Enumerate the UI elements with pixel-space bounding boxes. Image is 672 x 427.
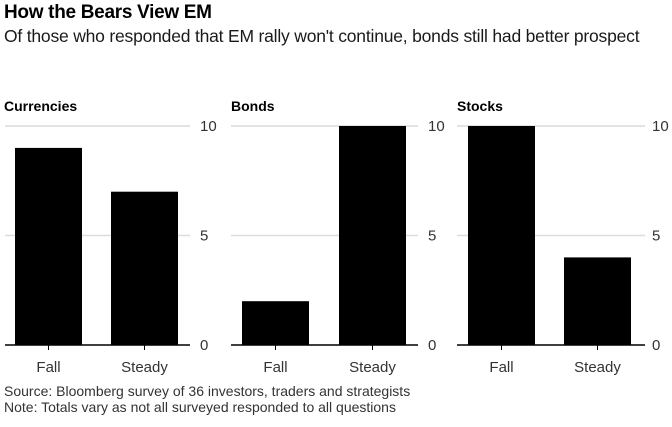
bar-bonds-fall [242,301,309,345]
chart-title: How the Bears View EM [4,2,212,23]
x-tick-label-currencies-steady: Steady [121,359,168,376]
footnote: Note: Totals vary as not all surveyed re… [4,399,396,415]
x-tick-label-currencies-fall: Fall [36,359,60,376]
bar-bonds-steady [339,126,406,345]
y-tick-label-currencies-0: 0 [200,337,208,354]
x-tick-label-bonds-fall: Fall [263,359,287,376]
bar-currencies-steady [111,191,178,345]
panel-title-currencies: Currencies [4,98,78,114]
panel-title-bonds: Bonds [231,98,275,114]
source-note: Source: Bloomberg survey of 36 investors… [4,383,411,399]
y-tick-label-stocks-5: 5 [652,228,660,245]
y-tick-label-bonds-10: 10 [428,118,445,135]
bar-stocks-fall [468,126,535,345]
x-tick-label-stocks-fall: Fall [489,359,513,376]
chart-subtitle: Of those who responded that EM rally won… [4,26,640,46]
panel-title-stocks: Stocks [457,98,503,114]
y-tick-label-bonds-0: 0 [428,337,436,354]
y-tick-label-bonds-5: 5 [428,228,436,245]
y-tick-label-currencies-10: 10 [200,118,217,135]
bar-currencies-fall [15,147,82,345]
y-tick-label-stocks-10: 10 [652,118,669,135]
x-tick-label-stocks-steady: Steady [574,359,621,376]
x-tick-label-bonds-steady: Steady [349,359,396,376]
y-tick-label-stocks-0: 0 [652,337,660,354]
y-tick-label-currencies-5: 5 [200,228,208,245]
bar-stocks-steady [564,257,631,345]
chart-footer: Source: Bloomberg survey of 36 investors… [4,383,410,415]
